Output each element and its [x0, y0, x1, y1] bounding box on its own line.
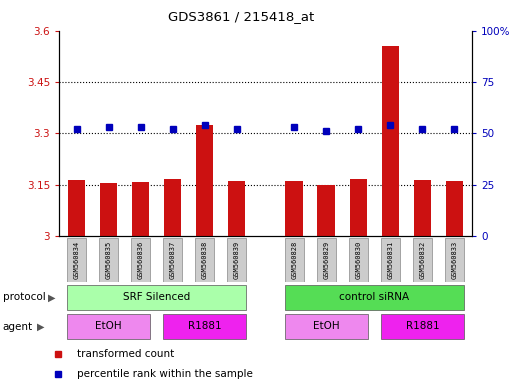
Bar	[286, 181, 303, 236]
Bar	[132, 182, 149, 236]
Bar	[285, 285, 464, 310]
Bar	[318, 185, 335, 236]
Bar	[195, 238, 214, 282]
Text: GSM560836: GSM560836	[137, 241, 144, 279]
Text: GSM560829: GSM560829	[323, 241, 329, 279]
Text: protocol: protocol	[3, 292, 45, 303]
Text: ▶: ▶	[48, 292, 55, 303]
Text: EtOH: EtOH	[313, 321, 340, 331]
Bar	[67, 238, 86, 282]
Bar	[285, 238, 304, 282]
Bar	[131, 238, 150, 282]
Bar	[349, 238, 368, 282]
Bar	[445, 238, 464, 282]
Text: GSM560831: GSM560831	[387, 241, 393, 279]
Text: GSM560837: GSM560837	[170, 241, 175, 279]
Text: percentile rank within the sample: percentile rank within the sample	[77, 369, 253, 379]
Bar	[164, 179, 182, 236]
Bar	[67, 285, 246, 310]
Bar	[381, 314, 464, 339]
Text: control siRNA: control siRNA	[339, 292, 409, 302]
Text: EtOH: EtOH	[95, 321, 122, 331]
Bar	[413, 238, 432, 282]
Bar	[99, 238, 118, 282]
Text: GSM560828: GSM560828	[291, 241, 298, 279]
Text: SRF Silenced: SRF Silenced	[123, 292, 190, 302]
Text: GSM560839: GSM560839	[233, 241, 240, 279]
Text: ▶: ▶	[37, 321, 45, 332]
Text: GSM560838: GSM560838	[202, 241, 208, 279]
Bar	[163, 314, 246, 339]
Text: transformed count: transformed count	[77, 349, 174, 359]
Bar	[163, 238, 182, 282]
Text: GDS3861 / 215418_at: GDS3861 / 215418_at	[168, 10, 314, 23]
Bar	[349, 179, 367, 236]
Text: GSM560835: GSM560835	[106, 241, 112, 279]
Bar	[285, 314, 368, 339]
Text: GSM560832: GSM560832	[419, 241, 425, 279]
Bar	[227, 238, 246, 282]
Bar	[67, 314, 150, 339]
Bar	[196, 125, 213, 236]
Text: agent: agent	[3, 321, 33, 332]
Text: R1881: R1881	[188, 321, 222, 331]
Text: R1881: R1881	[406, 321, 439, 331]
Bar	[68, 180, 85, 236]
Bar	[413, 180, 431, 236]
Bar	[446, 181, 463, 236]
Bar	[381, 238, 400, 282]
Text: GSM560833: GSM560833	[451, 241, 458, 279]
Bar	[382, 46, 399, 236]
Text: GSM560830: GSM560830	[356, 241, 361, 279]
Bar	[228, 181, 245, 236]
Bar	[317, 238, 336, 282]
Bar	[100, 183, 117, 236]
Text: GSM560834: GSM560834	[73, 241, 80, 279]
